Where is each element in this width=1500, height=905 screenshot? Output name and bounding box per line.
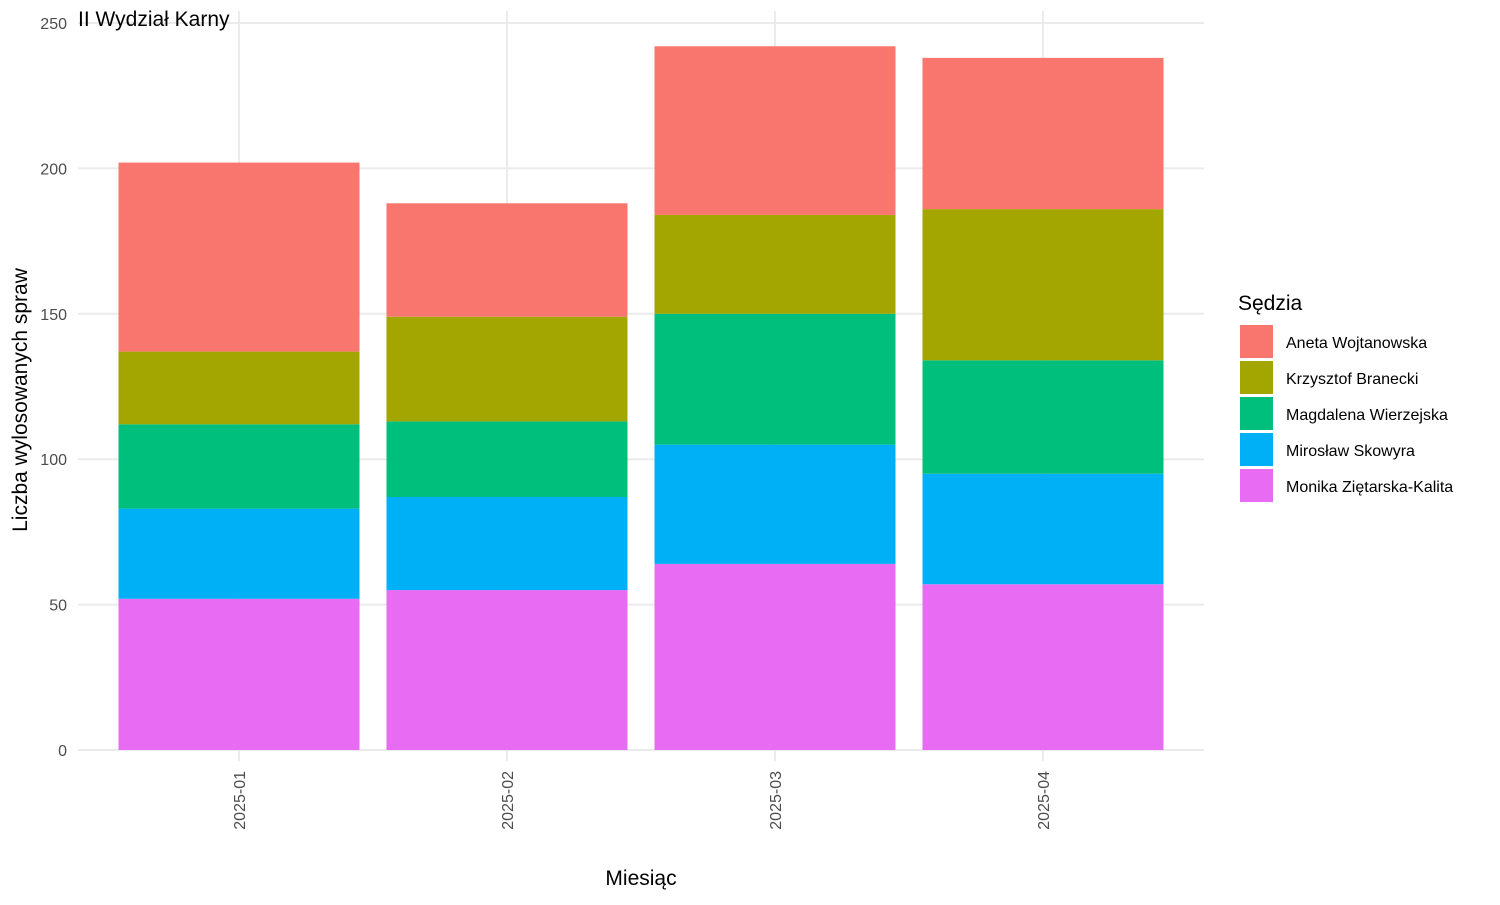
bar-segment: [922, 57, 1164, 210]
legend-label: Magdalena Wierzejska: [1286, 407, 1448, 424]
bar-segment: [654, 46, 896, 215]
legend: Sędzia Aneta Wojtanowska Krzysztof Branec…: [1238, 292, 1453, 502]
legend-key: [1240, 433, 1273, 466]
bar-segment: [386, 590, 628, 750]
x-axis-title: Miesiąc: [605, 867, 676, 890]
bar-segment: [654, 313, 896, 445]
bar-segment: [386, 421, 628, 498]
legend-label: Aneta Wojtanowska: [1286, 335, 1427, 352]
x-tick-label: 2025-01: [232, 771, 249, 830]
bar-segment: [922, 473, 1164, 585]
bar-segment: [654, 563, 896, 750]
legend-key: [1240, 361, 1273, 394]
y-axis-title: Liczba wylosowanych spraw: [9, 267, 32, 532]
y-tick-label: 200: [40, 161, 67, 178]
legend-key: [1240, 397, 1273, 430]
bar-segment: [922, 209, 1164, 361]
bars: [118, 46, 1164, 750]
bar-segment: [386, 203, 628, 317]
bar-segment: [118, 351, 360, 425]
x-axis-ticks: 2025-01 2025-02 2025-03 2025-04: [232, 771, 1053, 830]
x-tick-label: 2025-02: [500, 771, 517, 830]
bar-segment: [654, 444, 896, 564]
y-tick-label: 100: [40, 452, 67, 469]
legend-key: [1240, 469, 1273, 502]
bar-segment: [118, 162, 360, 352]
legend-label: Monika Ziętarska-Kalita: [1286, 479, 1453, 496]
y-tick-label: 0: [58, 743, 67, 760]
y-tick-label: 250: [40, 16, 67, 33]
legend-label: Krzysztof Branecki: [1286, 371, 1418, 388]
chart-title: II Wydział Karny: [78, 8, 230, 31]
legend-key: [1240, 325, 1273, 358]
bar-segment: [654, 214, 896, 314]
x-tick-label: 2025-04: [1036, 771, 1053, 830]
x-tick-label: 2025-03: [768, 771, 785, 830]
legend-title: Sędzia: [1238, 292, 1303, 315]
y-tick-label: 50: [49, 598, 67, 615]
bar-segment: [922, 584, 1164, 750]
bar-segment: [386, 316, 628, 422]
bar-segment: [118, 424, 360, 509]
bar-segment: [118, 598, 360, 750]
y-tick-label: 150: [40, 307, 67, 324]
bar-segment: [118, 508, 360, 599]
y-axis-ticks: 0 50 100 150 200 250: [40, 16, 67, 760]
legend-label: Mirosław Skowyra: [1286, 443, 1415, 460]
bar-segment: [922, 360, 1164, 474]
bar-segment: [386, 497, 628, 591]
